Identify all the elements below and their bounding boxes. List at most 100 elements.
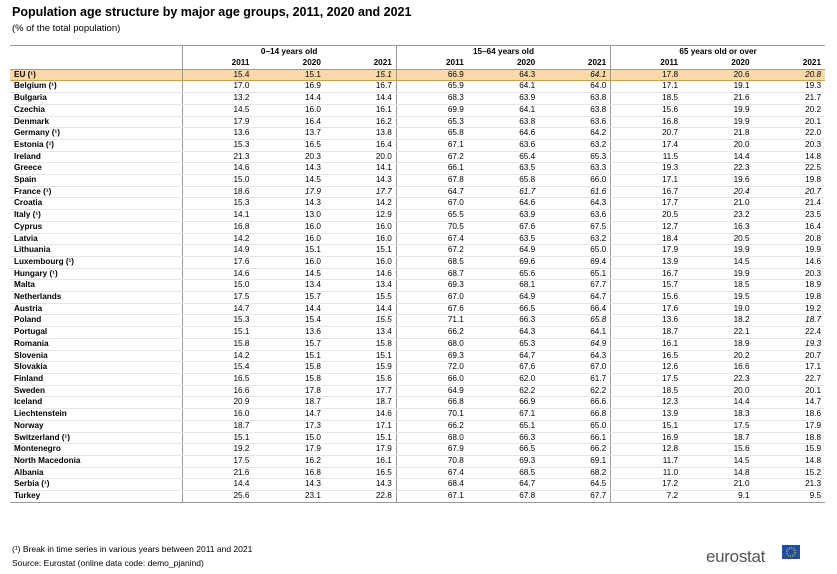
cell: 16.0 [324,221,397,234]
cell: 15.1 [324,350,397,363]
cell: 64.9 [539,338,611,351]
cell: 68.2 [539,467,611,480]
subtitle: (% of the total population) [12,23,121,34]
row-label: Finland [10,373,182,386]
cell: 67.2 [395,244,468,257]
row-label: Belgium (¹) [10,80,182,94]
cell: 63.6 [467,139,540,152]
cell: 14.4 [682,151,754,164]
cell: 13.4 [324,279,397,293]
cell: 18.5 [682,279,754,293]
cell: 23.1 [253,490,325,503]
year-header-row: 2011 2020 2021 2011 2020 2021 2011 2020 2021 [10,58,825,70]
cell: 20.1 [753,385,825,398]
cell: 17.7 [324,186,397,199]
cell: 67.5 [539,221,611,234]
cell: 15.3 [181,314,254,328]
cell: 17.1 [324,420,397,433]
cell: 64.6 [467,127,540,140]
cell: 14.8 [682,467,754,480]
cell: 17.9 [324,443,397,456]
cell: 13.7 [253,127,325,140]
cell: 16.0 [253,233,325,246]
cell: 66.3 [467,314,540,328]
cell: 64.2 [539,127,611,140]
cell: 70.5 [395,221,468,234]
cell: 64.1 [467,80,540,94]
cell: 65.3 [467,338,540,351]
year-header: 2021 [324,58,397,70]
cell: 17.4 [610,139,683,152]
cell: 19.2 [181,443,254,456]
cell: 13.4 [324,326,397,339]
footnote: (¹) Break in time series in various year… [12,544,253,554]
cell: 17.7 [610,197,683,211]
cell: 66.4 [539,303,611,316]
cell: 17.3 [253,420,325,433]
cell: 23.2 [682,209,754,222]
cell: 17.7 [324,385,397,398]
cell: 14.2 [324,197,397,211]
cell: 19.9 [682,244,754,257]
cell: 16.4 [324,139,397,152]
cell: 16.6 [181,385,254,398]
table-row: Liechtenstein 16.0 14.7 14.6 70.1 67.1 66.8 13.… [10,408,825,421]
cell: 64.1 [539,68,611,82]
cell: 63.9 [467,209,540,222]
cell: 18.7 [682,432,754,445]
table-row: Iceland 20.9 18.7 18.7 66.8 66.9 66.6 12.3 14.4 1… [10,396,825,410]
cell: 16.1 [610,338,683,351]
cell: 14.4 [682,396,754,410]
cell: 19.2 [753,303,825,316]
title: Population age structure by major age gr… [12,5,412,19]
row-label: Turkey [10,490,182,503]
cell: 17.0 [181,80,254,94]
cell: 15.6 [682,443,754,456]
table-row: Bulgaria 13.2 14.4 14.4 68.3 63.9 63.8 18.5 21.6… [10,92,825,105]
cell: 19.6 [682,174,754,187]
cell: 67.2 [395,151,468,164]
cell: 16.1 [324,104,397,117]
cell: 20.2 [753,104,825,117]
group-header-row: 0–14 years old 15–64 years old 65 years ol… [10,45,825,58]
cell: 16.1 [324,455,397,468]
cell: 14.7 [753,396,825,410]
cell: 16.5 [324,467,397,480]
cell: 22.5 [753,162,825,176]
cell: 20.8 [753,68,825,82]
cell: 15.7 [253,338,325,351]
row-label: Czechia [10,104,182,117]
table-row: Portugal 15.1 13.6 13.4 66.2 64.3 64.1 18.7 22.1… [10,326,825,339]
table-row: France (¹) 18.6 17.9 17.7 64.7 61.7 61.6 16.7 20… [10,186,825,199]
cell: 14.2 [181,350,254,363]
year-header: 2020 [467,58,540,70]
cell: 18.5 [610,385,683,398]
cell: 18.6 [181,186,254,199]
year-header: 2011 [395,58,468,70]
cell: 17.5 [181,291,254,304]
cell: 12.3 [610,396,683,410]
cell: 21.7 [753,92,825,105]
cell: 14.5 [682,256,754,269]
cell: 18.7 [610,326,683,339]
cell: 18.7 [324,396,397,410]
cell: 64.6 [467,197,540,211]
cell: 23.5 [753,209,825,222]
cell: 64.0 [539,80,611,94]
cell: 16.7 [610,268,683,281]
cell: 62.0 [467,373,540,386]
cell: 70.1 [395,408,468,421]
cell: 13.6 [253,326,325,339]
cell: 65.3 [395,116,468,129]
cell: 16.3 [682,221,754,234]
cell: 19.0 [682,303,754,316]
cell: 65.8 [539,314,611,328]
cell: 15.4 [181,68,254,82]
cell: 15.4 [253,314,325,328]
cell: 67.8 [467,490,540,503]
table-row: Cyprus 16.8 16.0 16.0 70.5 67.6 67.5 12.7 16.3 16… [10,221,825,234]
cell: 66.8 [395,396,468,410]
cell: 64.7 [467,478,540,492]
cell: 22.0 [753,127,825,140]
